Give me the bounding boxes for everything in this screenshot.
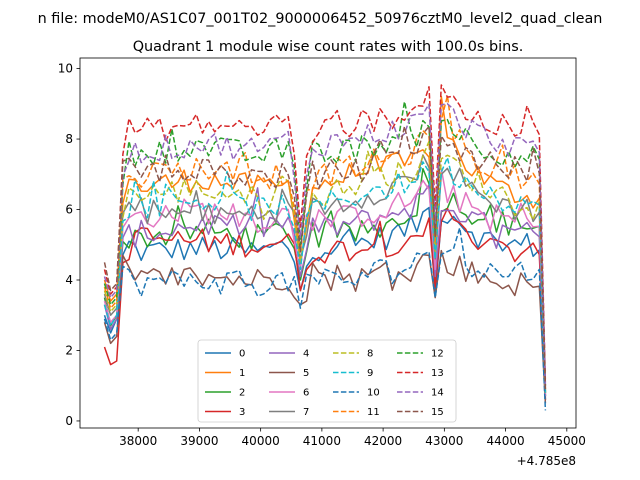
x-tick-label: 41000 xyxy=(303,434,341,448)
series-line-5 xyxy=(103,249,547,404)
series-line-14 xyxy=(103,103,547,386)
legend-label: 5 xyxy=(303,368,309,379)
series-line-2 xyxy=(103,167,547,397)
series-line-8 xyxy=(103,140,547,393)
series-line-7 xyxy=(103,154,547,393)
y-tick-label: 2 xyxy=(65,343,73,357)
legend-box xyxy=(197,339,457,423)
x-axis-offset-text: +4.785e8 xyxy=(517,454,576,468)
series-line-15 xyxy=(103,125,547,390)
legend-label: 15 xyxy=(431,407,444,418)
series-line-0 xyxy=(103,206,547,400)
x-tick-label: 45000 xyxy=(548,434,586,448)
legend-label: 13 xyxy=(431,368,444,379)
series-line-9 xyxy=(103,156,547,393)
legend-label: 12 xyxy=(431,349,444,360)
figure-suptitle: n file: modeM0/AS1C07_001T02_9000006452_… xyxy=(38,11,603,27)
legend-label: 6 xyxy=(303,388,309,399)
x-tick-label: 44000 xyxy=(486,434,524,448)
x-tick-label: 40000 xyxy=(242,434,280,448)
legend-label: 9 xyxy=(367,368,373,379)
series-lines xyxy=(103,84,547,411)
series-line-1 xyxy=(103,95,547,393)
legend-label: 2 xyxy=(239,388,245,399)
legend-label: 3 xyxy=(239,407,245,418)
chart-title: Quadrant 1 module wise count rates with … xyxy=(133,39,524,55)
legend-label: 10 xyxy=(367,388,380,399)
y-tick-label: 6 xyxy=(65,203,73,217)
series-line-3 xyxy=(103,207,547,400)
legend-label: 4 xyxy=(303,349,309,360)
x-tick-label: 38000 xyxy=(119,434,157,448)
x-axis: 38000 39000 40000 41000 42000 43000 44000 45000 xyxy=(119,428,586,448)
legend-label: 1 xyxy=(239,368,245,379)
legend-label: 11 xyxy=(367,407,380,418)
y-axis: 0 2 4 6 8 10 xyxy=(58,62,80,428)
series-line-11 xyxy=(103,95,547,390)
y-tick-label: 8 xyxy=(65,132,73,146)
series-line-10 xyxy=(103,227,547,411)
series-line-6 xyxy=(103,168,547,397)
y-tick-label: 0 xyxy=(65,414,73,428)
legend-label: 14 xyxy=(431,388,444,399)
series-line-12 xyxy=(103,100,547,386)
legend-label: 0 xyxy=(239,349,245,360)
legend-label: 8 xyxy=(367,349,373,360)
legend-label: 7 xyxy=(303,407,309,418)
y-tick-label: 4 xyxy=(65,273,73,287)
x-tick-label: 39000 xyxy=(180,434,218,448)
y-tick-label: 10 xyxy=(58,62,73,76)
x-tick-label: 43000 xyxy=(425,434,463,448)
x-tick-label: 42000 xyxy=(364,434,402,448)
plot-frame xyxy=(79,57,577,429)
